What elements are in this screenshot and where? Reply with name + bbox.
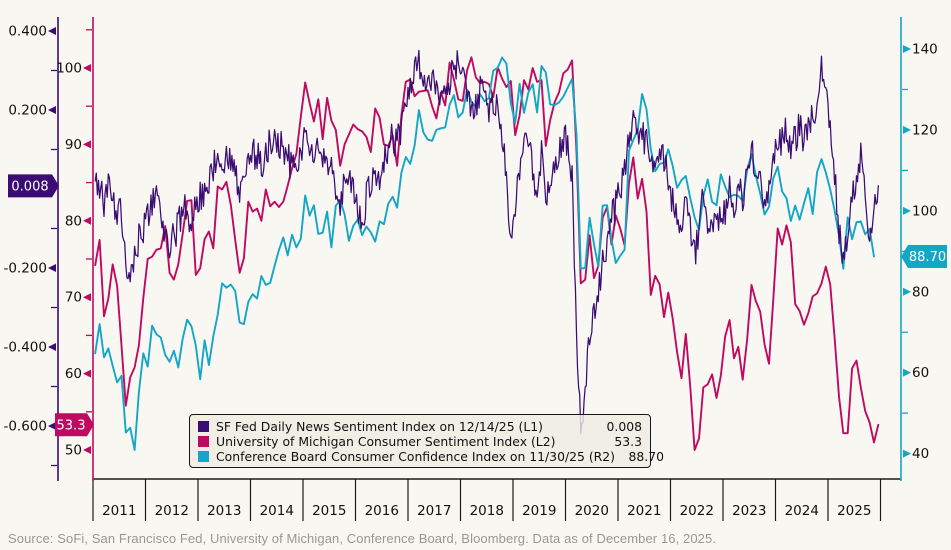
conference-board-swatch-icon [198,451,209,462]
legend-item-conference-board: Conference Board Consumer Confidence Ind… [198,449,664,464]
y-tick-label: 80 [912,284,929,300]
x-tick-label: 2024 [785,503,819,519]
sf-fed-swatch-icon [198,421,209,432]
x-tick-label: 2017 [417,503,451,519]
x-tick-label: 2020 [575,503,609,519]
legend-item-michigan: University of Michigan Consumer Sentimen… [198,434,642,449]
y-tick-label: 40 [912,446,929,462]
x-tick-label: 2016 [365,503,399,519]
y-tick-label: 60 [65,366,82,382]
y-tick-label: 50 [65,443,82,459]
series-line-l1 [94,49,879,435]
svg-text:88.70: 88.70 [909,250,946,265]
x-tick-label: 2011 [102,503,136,519]
svg-text:0.008: 0.008 [11,179,48,194]
l2-axis: 100 90 80 70 60 50 [56,17,94,481]
legend-value: 0.008 [606,419,642,434]
svg-text:53.3: 53.3 [57,418,86,433]
series-line-r2 [94,56,875,451]
chart-legend: SF Fed Daily News Sentiment Index on 12/… [189,414,664,468]
y-tick-label: 70 [65,290,82,306]
x-tick-label: 2021 [627,503,661,519]
y-tick-label: 80 [65,213,82,229]
x-tick-label: 2018 [470,503,504,519]
x-tick-label: 2022 [680,503,714,519]
x-tick-label: 2013 [207,503,241,519]
x-tick-label: 2015 [312,503,346,519]
y-tick-label: 0.200 [8,103,47,119]
y-tick-label: 120 [912,122,938,138]
last-value-badge: 53.3 [55,413,94,437]
r2-axis: 140 120 100 80 60 40 [900,17,938,481]
x-tick-label: 2014 [260,503,294,519]
y-tick-label: 100 [56,61,82,77]
x-axis: 2011 2012 2013 2014 2015 2016 2017 2018 2019 2020… [92,478,901,521]
legend-item-sf-fed: SF Fed Daily News Sentiment Index on 12/… [198,419,642,434]
x-tick-label: 2025 [837,503,871,519]
legend-value: 53.3 [614,434,642,449]
y-tick-label: -0.600 [3,419,47,435]
y-tick-label: 60 [912,365,929,381]
y-tick-label: 90 [65,137,82,153]
y-tick-label: -0.400 [3,340,47,356]
y-tick-label: 140 [912,42,938,58]
michigan-swatch-icon [198,436,209,447]
series-line-l2 [94,56,880,451]
legend-value: 88.70 [628,449,664,464]
x-tick-label: 2023 [732,503,766,519]
y-tick-label: 0.400 [8,24,47,40]
x-tick-label: 2019 [522,503,556,519]
y-tick-label: -0.200 [3,261,47,277]
last-value-badge: 88.70 [901,245,947,269]
y-tick-label: 100 [912,203,938,219]
last-value-badge: 0.008 [8,174,59,198]
x-tick-label: 2012 [155,503,189,519]
legend-label: Conference Board Consumer Confidence Ind… [216,449,615,464]
l1-axis: 0.400 0.200 -0.200 -0.400 -0.600 [3,17,59,481]
source-note: Source: SoFi, San Francisco Fed, Univers… [8,531,717,546]
legend-label: SF Fed Daily News Sentiment Index on 12/… [216,419,543,434]
sentiment-chart-canvas[interactable]: 2011 2012 2013 2014 2015 2016 2017 2018 2019 2020… [0,0,951,528]
legend-label: University of Michigan Consumer Sentimen… [216,434,556,449]
